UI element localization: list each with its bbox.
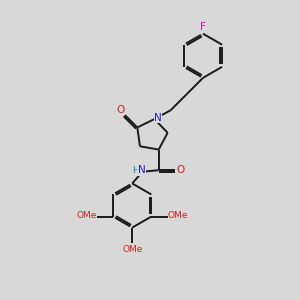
Text: H: H	[132, 166, 139, 175]
Text: O: O	[116, 105, 124, 115]
Text: F: F	[200, 22, 206, 32]
Text: OMe: OMe	[168, 212, 188, 220]
Text: N: N	[154, 113, 162, 123]
Text: OMe: OMe	[122, 245, 142, 254]
Text: OMe: OMe	[76, 212, 97, 220]
Text: O: O	[177, 165, 185, 175]
Text: N: N	[138, 165, 146, 175]
